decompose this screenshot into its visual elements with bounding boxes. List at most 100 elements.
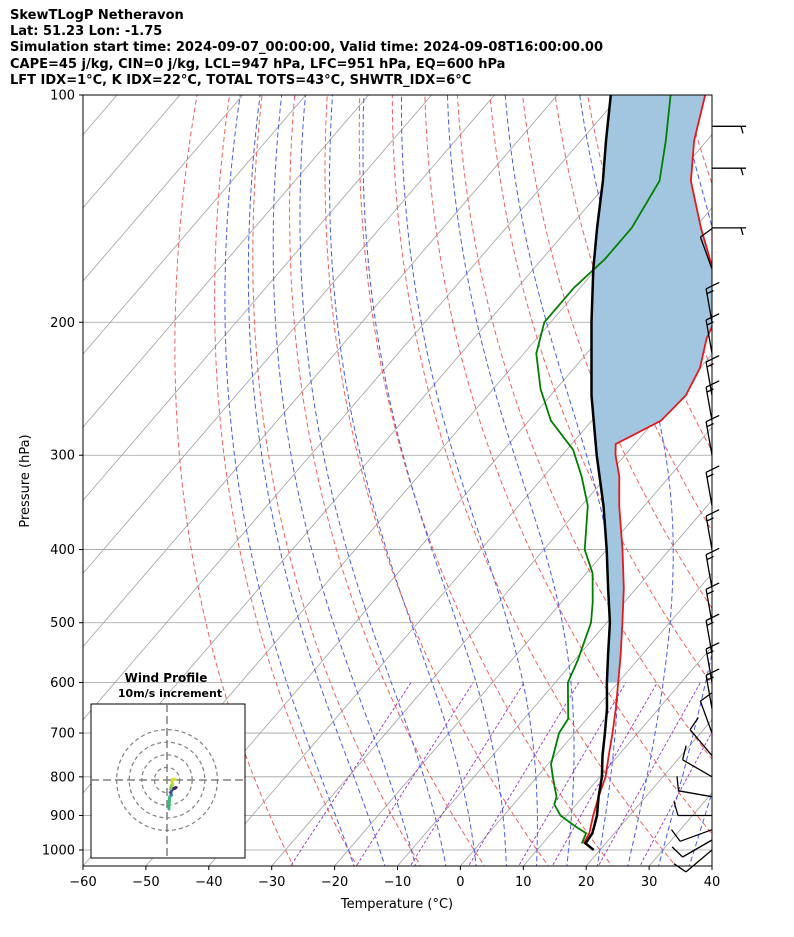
isotherm-line xyxy=(83,95,369,428)
isotherm-line xyxy=(83,95,495,575)
isotherm-line xyxy=(522,645,712,866)
moist-adiabat-line xyxy=(401,95,538,866)
isotherm-line xyxy=(83,95,244,282)
wind-barb xyxy=(681,745,713,778)
chart-header: SkewTLogP Netheravon Lat: 51.23 Lon: -1.… xyxy=(10,8,603,89)
temperature-line xyxy=(582,95,712,844)
time-line: Simulation start time: 2024-09-07_00:00:… xyxy=(10,40,603,56)
y-tick-label: 400 xyxy=(50,543,75,558)
wind-barb xyxy=(705,642,720,683)
x-tick-label: 10 xyxy=(515,875,532,890)
x-tick-label: −50 xyxy=(132,875,159,890)
moist-adiabat-line xyxy=(329,95,477,866)
moist-adiabat-line xyxy=(658,95,712,866)
y-tick-label: 100 xyxy=(50,89,75,104)
indices-line: LFT IDX=1°C, K IDX=22°C, TOTAL TOTS=43°C… xyxy=(10,72,472,88)
dry-adiabat-line xyxy=(522,95,712,610)
moist-adiabat-line xyxy=(247,95,386,866)
dry-adiabat-line xyxy=(324,95,549,866)
y-tick-label: 700 xyxy=(50,727,75,742)
isotherm-line xyxy=(83,95,558,648)
mixing-ratio-line xyxy=(597,682,701,866)
wind-barb xyxy=(712,125,746,134)
x-tick-label: 30 xyxy=(641,875,658,890)
moist-adiabat-line xyxy=(504,95,619,866)
mixing-ratio-line xyxy=(290,682,412,866)
y-tick-label: 1000 xyxy=(42,844,75,859)
mixing-ratio-line xyxy=(355,682,474,866)
wind-barb xyxy=(673,849,713,873)
y-tick-label: 600 xyxy=(50,676,75,691)
wind-barb xyxy=(676,776,713,798)
dry-adiabat-line xyxy=(489,95,712,686)
dry-adiabat-line xyxy=(424,95,712,835)
dry-adiabat-line xyxy=(456,95,712,761)
wind-barb xyxy=(705,414,720,456)
isotherm-line xyxy=(397,499,712,866)
dry-adiabat-line xyxy=(358,95,613,866)
y-tick-label: 900 xyxy=(50,809,75,824)
wind-barb xyxy=(673,801,712,817)
wind-barb xyxy=(705,547,720,589)
isotherm-line xyxy=(460,572,712,866)
dry-adiabat-line xyxy=(751,95,794,869)
moist-adiabat-line xyxy=(688,791,712,866)
dry-adiabat-line xyxy=(289,95,486,866)
mixing-ratio-line xyxy=(639,731,712,866)
parcel-line xyxy=(583,95,613,851)
x-tick-label: −40 xyxy=(195,875,222,890)
x-tick-label: −60 xyxy=(69,875,96,890)
mixing-ratio-line xyxy=(518,682,627,866)
isotherm-line xyxy=(711,865,712,866)
dry-adiabat-line xyxy=(783,95,794,869)
isotherm-line xyxy=(334,426,712,866)
moist-adiabat-line xyxy=(446,95,575,866)
moist-adiabat-line xyxy=(272,95,417,866)
wind-barb xyxy=(712,227,746,236)
moist-adiabat-line xyxy=(362,95,507,866)
dry-adiabat-line xyxy=(252,95,422,866)
hodograph-subtitle: 10m/s increment xyxy=(118,687,222,700)
dry-adiabat-line xyxy=(684,95,712,186)
isotherm-line xyxy=(271,353,712,866)
wind-barb xyxy=(712,167,746,176)
x-axis-label: Temperature (°C) xyxy=(340,897,453,912)
moist-adiabat-line xyxy=(299,95,447,866)
wind-barb xyxy=(705,380,720,421)
wind-barb xyxy=(699,692,713,734)
wind-barb xyxy=(705,313,720,354)
wind-barb xyxy=(705,465,720,506)
hodograph-title: Wind Profile xyxy=(125,671,208,685)
mixing-ratio-line xyxy=(467,682,580,866)
wind-barb xyxy=(671,839,713,858)
wind-barb xyxy=(705,668,720,709)
mixing-ratio-line xyxy=(551,682,658,866)
y-tick-label: 800 xyxy=(50,770,75,785)
y-tick-label: 200 xyxy=(50,316,75,331)
isotherm-line xyxy=(83,95,307,355)
y-tick-label: 500 xyxy=(50,616,75,631)
location-line: Lat: 51.23 Lon: -1.75 xyxy=(10,24,163,40)
wind-barb xyxy=(699,227,713,270)
x-tick-label: 20 xyxy=(578,875,595,890)
x-tick-label: −20 xyxy=(321,875,348,890)
moist-adiabat-line xyxy=(224,95,355,866)
x-tick-label: 40 xyxy=(704,875,721,890)
instability-line: CAPE=45 j/kg, CIN=0 j/kg, LCL=947 hPa, L… xyxy=(10,56,506,72)
x-tick-label: −30 xyxy=(258,875,285,890)
isotherm-line xyxy=(83,95,432,501)
moist-adiabat-line xyxy=(719,95,794,869)
dewpoint-line xyxy=(535,95,672,844)
isotherm-line xyxy=(208,280,712,866)
cape-area xyxy=(591,95,712,683)
wind-barb xyxy=(670,829,713,842)
y-axis-label: Pressure (hPa) xyxy=(18,434,33,527)
mixing-ratio-line xyxy=(409,682,525,866)
dry-adiabat-line xyxy=(214,95,358,866)
dry-adiabat-line xyxy=(718,95,794,869)
x-tick-label: −10 xyxy=(384,875,411,890)
dry-adiabat-line xyxy=(391,95,677,866)
wind-barb xyxy=(689,717,713,757)
y-tick-label: 300 xyxy=(50,449,75,464)
